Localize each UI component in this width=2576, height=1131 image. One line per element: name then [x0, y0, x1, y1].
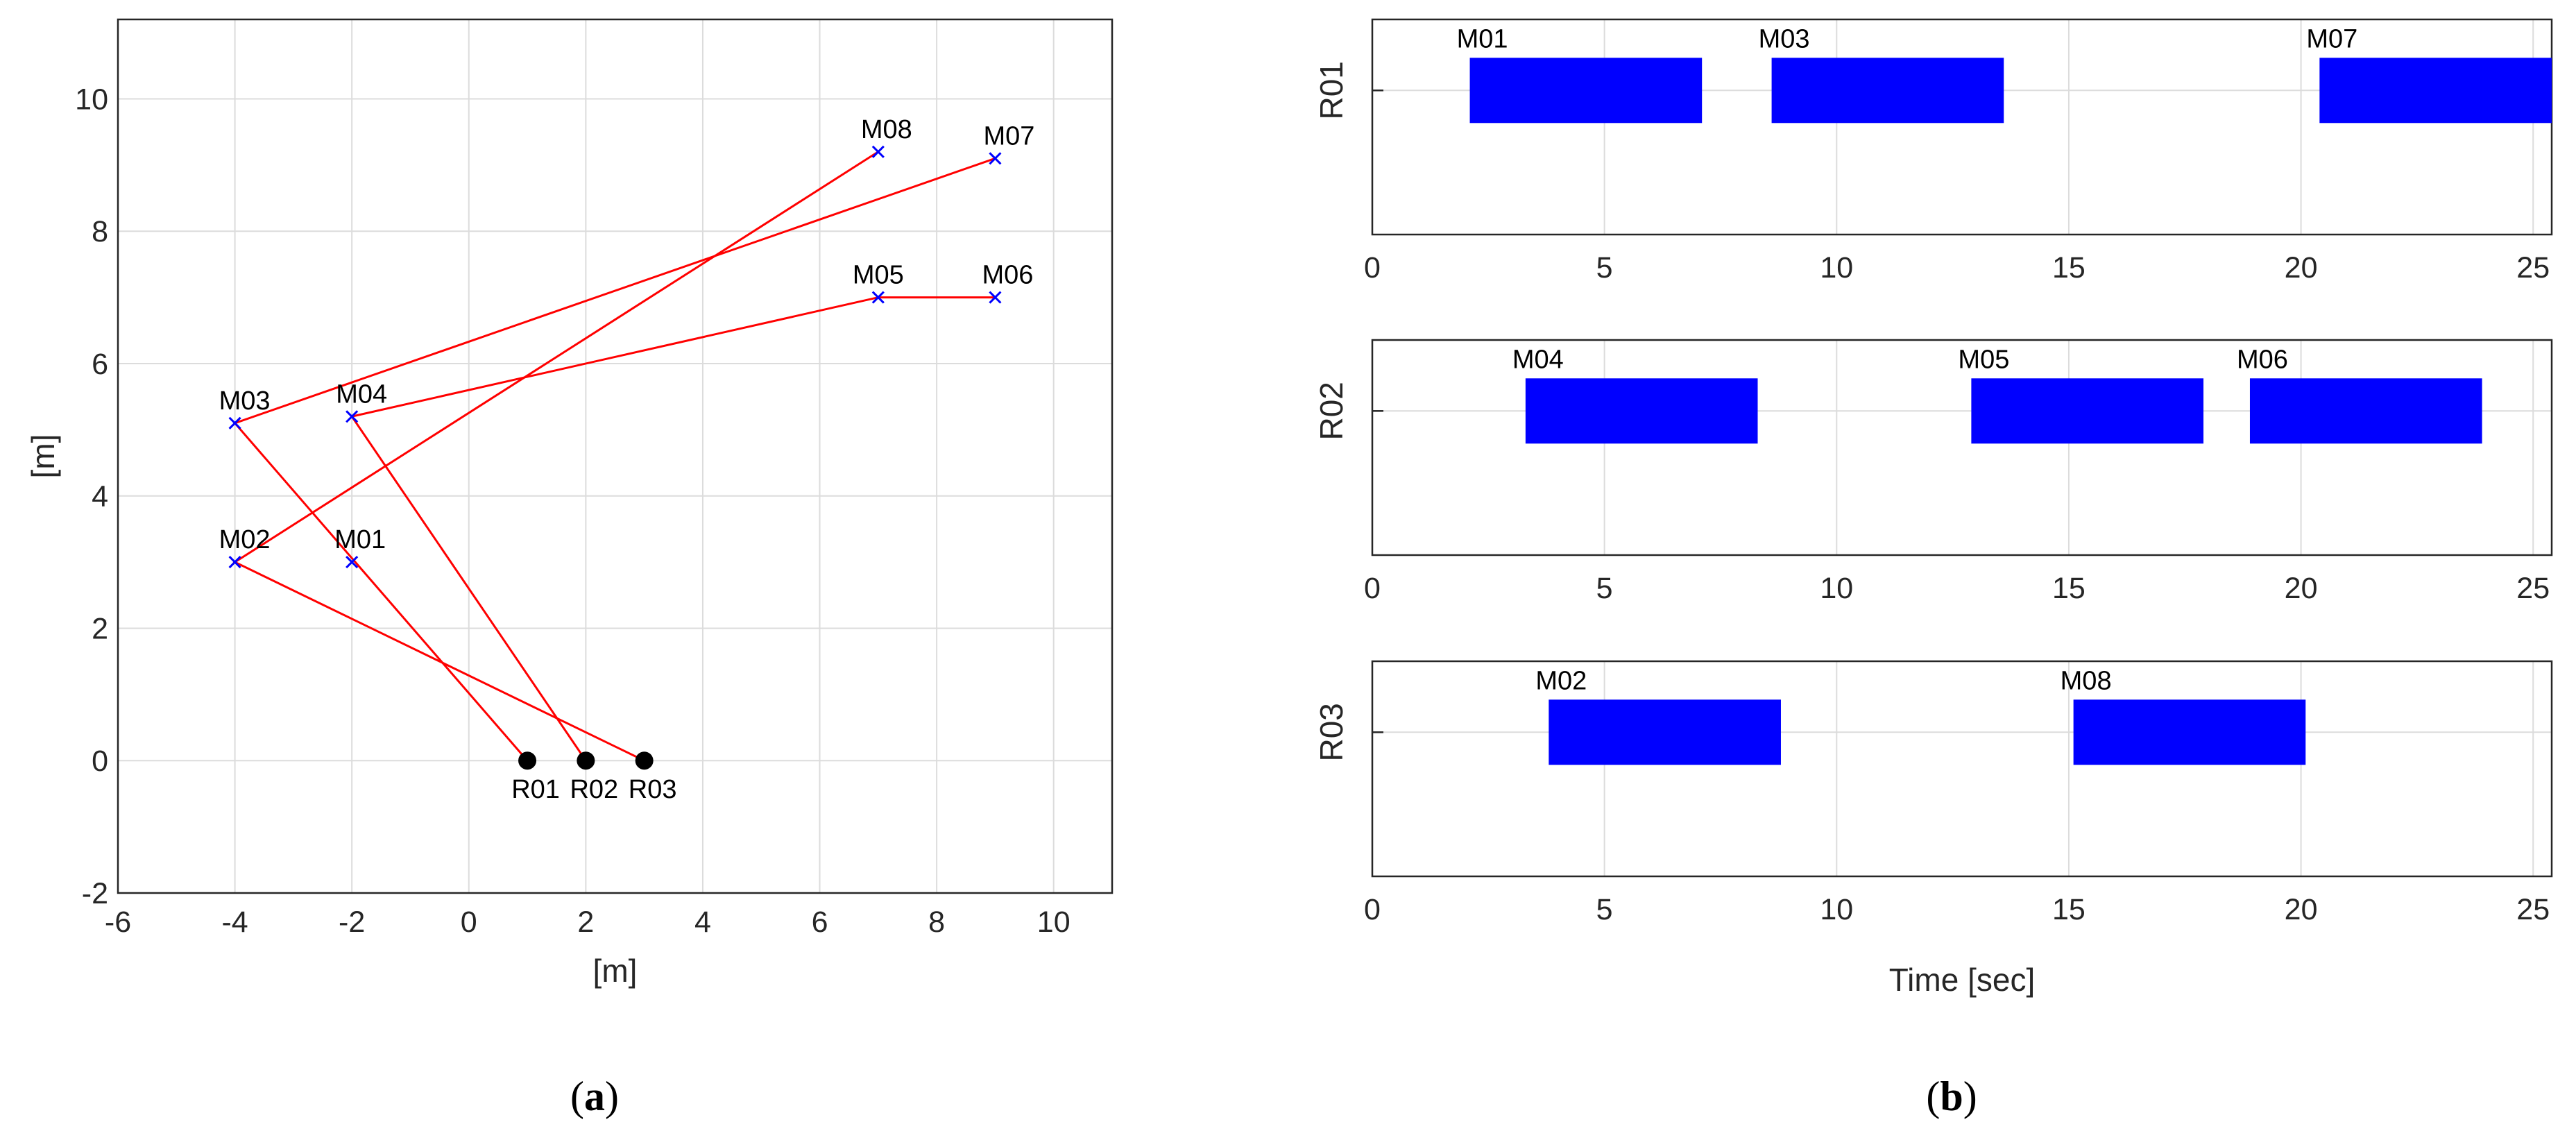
- machine-marker: [228, 556, 241, 569]
- task-bar: [1469, 58, 1703, 124]
- task-bar: [2319, 58, 2552, 124]
- task-bar: [1549, 699, 1781, 765]
- machine-label: M03: [219, 386, 271, 416]
- x-tick-label: -6: [105, 905, 131, 939]
- machine-label: M01: [334, 525, 386, 554]
- route-r02: [350, 296, 996, 762]
- gantt-axes-r01: [1372, 19, 2552, 235]
- y-tick-label: 10: [75, 83, 108, 116]
- x-tick-label: 8: [928, 905, 945, 939]
- machine-marker: [871, 291, 885, 304]
- x-tick-label: 20: [2285, 572, 2318, 605]
- x-tick-label: 6: [812, 905, 828, 939]
- plot-area-a: [118, 19, 1112, 893]
- row-label: R03: [1313, 703, 1349, 761]
- task-label: M04: [1512, 345, 1564, 374]
- x-tick-label: 4: [694, 905, 711, 939]
- robot-marker: [518, 751, 537, 770]
- x-tick-label: 2: [577, 905, 594, 939]
- machine-label: M07: [983, 121, 1034, 151]
- machine-marker: [346, 410, 359, 423]
- task-label: M07: [2306, 24, 2357, 53]
- task-bar: [2073, 699, 2306, 765]
- y-tick-label: 2: [92, 612, 108, 645]
- machine-label: M05: [853, 261, 904, 290]
- machine-label: M08: [861, 115, 912, 144]
- x-tick-label: 25: [2516, 251, 2550, 284]
- x-tick-label: 25: [2516, 572, 2550, 605]
- machine-marker: [228, 416, 241, 430]
- machine-marker: [871, 145, 885, 158]
- x-tick-label: 0: [1364, 893, 1381, 926]
- y-tick-label: 0: [92, 745, 108, 778]
- x-tick-label: 25: [2516, 893, 2550, 926]
- panel-a-route-plot: -6 -4 -2 0 2 4 6 8 10 -2 0 2 4 6 8 10 [m] [m] M01 M02 M03 M04…: [25, 18, 1114, 989]
- axes-frame: [1371, 339, 2553, 556]
- x-tick-label: 10: [1820, 572, 1853, 605]
- axes-frame: [1371, 660, 2553, 878]
- machine-label: M02: [219, 525, 271, 554]
- x-tick-label: -4: [221, 905, 248, 939]
- x-tick-label: 20: [2285, 893, 2318, 926]
- task-bar: [2249, 378, 2482, 444]
- machine-marker: [989, 291, 1002, 304]
- robot-label: R02: [570, 775, 618, 804]
- robot-marker: [577, 751, 595, 770]
- axes-frame: [1371, 18, 2553, 236]
- machine-marker: [989, 152, 1002, 165]
- robot-label: R01: [511, 775, 560, 804]
- x-tick-label: 15: [2052, 893, 2085, 926]
- y-tick-label: 4: [92, 480, 108, 513]
- x-tick-label: 0: [1364, 251, 1381, 284]
- x-tick-label: 5: [1596, 251, 1613, 284]
- robot-label: R03: [629, 775, 677, 804]
- caption-b: (b): [1926, 1073, 1977, 1119]
- x-tick-label: 10: [1820, 893, 1853, 926]
- x-tick-label: 20: [2285, 251, 2318, 284]
- task-label: M02: [1535, 666, 1587, 695]
- task-label: M03: [1759, 24, 1810, 53]
- task-bar: [1771, 58, 2004, 124]
- x-tick-label: 10: [1820, 251, 1853, 284]
- x-tick-label: 5: [1596, 893, 1613, 926]
- task-bar: [1971, 378, 2204, 444]
- gantt-axes-r02: [1372, 340, 2552, 555]
- x-tick-label: 15: [2052, 572, 2085, 605]
- x-axis-label: Time [sec]: [1889, 962, 2035, 998]
- x-tick-label: 0: [1364, 572, 1381, 605]
- task-bar: [1525, 378, 1758, 444]
- y-tick-label: 6: [92, 348, 108, 381]
- gantt-axes-r03: [1372, 661, 2552, 876]
- task-label: M01: [1457, 24, 1508, 53]
- x-tick-label: -2: [339, 905, 365, 939]
- task-label: M08: [2061, 666, 2112, 695]
- panel-b-gantt-chart: 0 5 10 15 20 25 R01 M01 M03 M07 0 5 10 15 20 25 R02 M04 M0…: [1313, 18, 2553, 998]
- y-tick-label: -2: [82, 877, 108, 910]
- x-axis-label: [m]: [593, 953, 638, 989]
- robot-marker: [635, 751, 654, 770]
- machine-label: M04: [336, 380, 387, 409]
- y-axis-label: [m]: [25, 434, 61, 479]
- caption-a: (a): [570, 1073, 619, 1119]
- y-tick-label: 8: [92, 215, 108, 248]
- machine-label: M06: [982, 261, 1033, 290]
- task-label: M05: [1958, 345, 2009, 374]
- x-tick-label: 10: [1037, 905, 1071, 939]
- x-tick-label: 15: [2052, 251, 2085, 284]
- row-label: R01: [1313, 61, 1349, 119]
- x-tick-label: 5: [1596, 572, 1613, 605]
- axes-frame-a: [117, 18, 1114, 894]
- task-label: M06: [2237, 345, 2288, 374]
- machine-marker: [346, 556, 359, 569]
- row-label: R02: [1313, 382, 1349, 440]
- x-tick-label: 0: [461, 905, 477, 939]
